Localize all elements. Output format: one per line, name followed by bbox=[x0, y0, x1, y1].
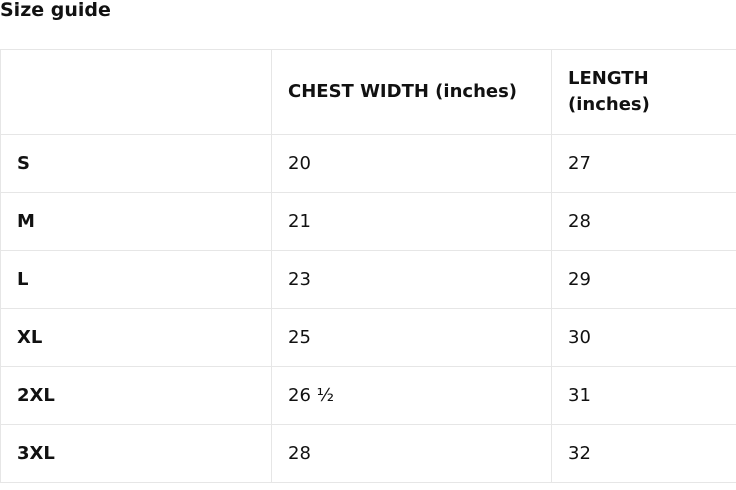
chest-width-cell: 28 bbox=[271, 424, 552, 483]
header-length: LENGTH (inches) bbox=[551, 49, 736, 135]
table-header-row: CHEST WIDTH (inches) LENGTH (inches) bbox=[0, 49, 736, 135]
size-cell: M bbox=[0, 192, 272, 251]
page-title: Size guide bbox=[0, 0, 111, 21]
size-cell: L bbox=[0, 250, 272, 309]
length-cell: 32 bbox=[551, 424, 736, 483]
length-cell: 27 bbox=[551, 134, 736, 193]
length-cell: 29 bbox=[551, 250, 736, 309]
chest-width-cell: 21 bbox=[271, 192, 552, 251]
size-cell: 2XL bbox=[0, 366, 272, 425]
size-cell: XL bbox=[0, 308, 272, 367]
size-cell: 3XL bbox=[0, 424, 272, 483]
size-guide-table: CHEST WIDTH (inches) LENGTH (inches) S 20… bbox=[0, 49, 736, 483]
table-row: S 20 27 bbox=[0, 134, 736, 193]
length-cell: 30 bbox=[551, 308, 736, 367]
table-row: L 23 29 bbox=[0, 250, 736, 309]
chest-width-cell: 26 ½ bbox=[271, 366, 552, 425]
table-row: 2XL 26 ½ 31 bbox=[0, 366, 736, 425]
table-body: S 20 27 M 21 28 L 23 29 XL 25 30 2XL 26 ½ 31 3XL 28 32 bbox=[0, 134, 736, 483]
header-size bbox=[0, 49, 272, 135]
header-chest-width: CHEST WIDTH (inches) bbox=[271, 49, 552, 135]
table-row: XL 25 30 bbox=[0, 308, 736, 367]
chest-width-cell: 20 bbox=[271, 134, 552, 193]
length-cell: 28 bbox=[551, 192, 736, 251]
length-cell: 31 bbox=[551, 366, 736, 425]
chest-width-cell: 25 bbox=[271, 308, 552, 367]
size-cell: S bbox=[0, 134, 272, 193]
chest-width-cell: 23 bbox=[271, 250, 552, 309]
table-row: 3XL 28 32 bbox=[0, 424, 736, 483]
table-row: M 21 28 bbox=[0, 192, 736, 251]
